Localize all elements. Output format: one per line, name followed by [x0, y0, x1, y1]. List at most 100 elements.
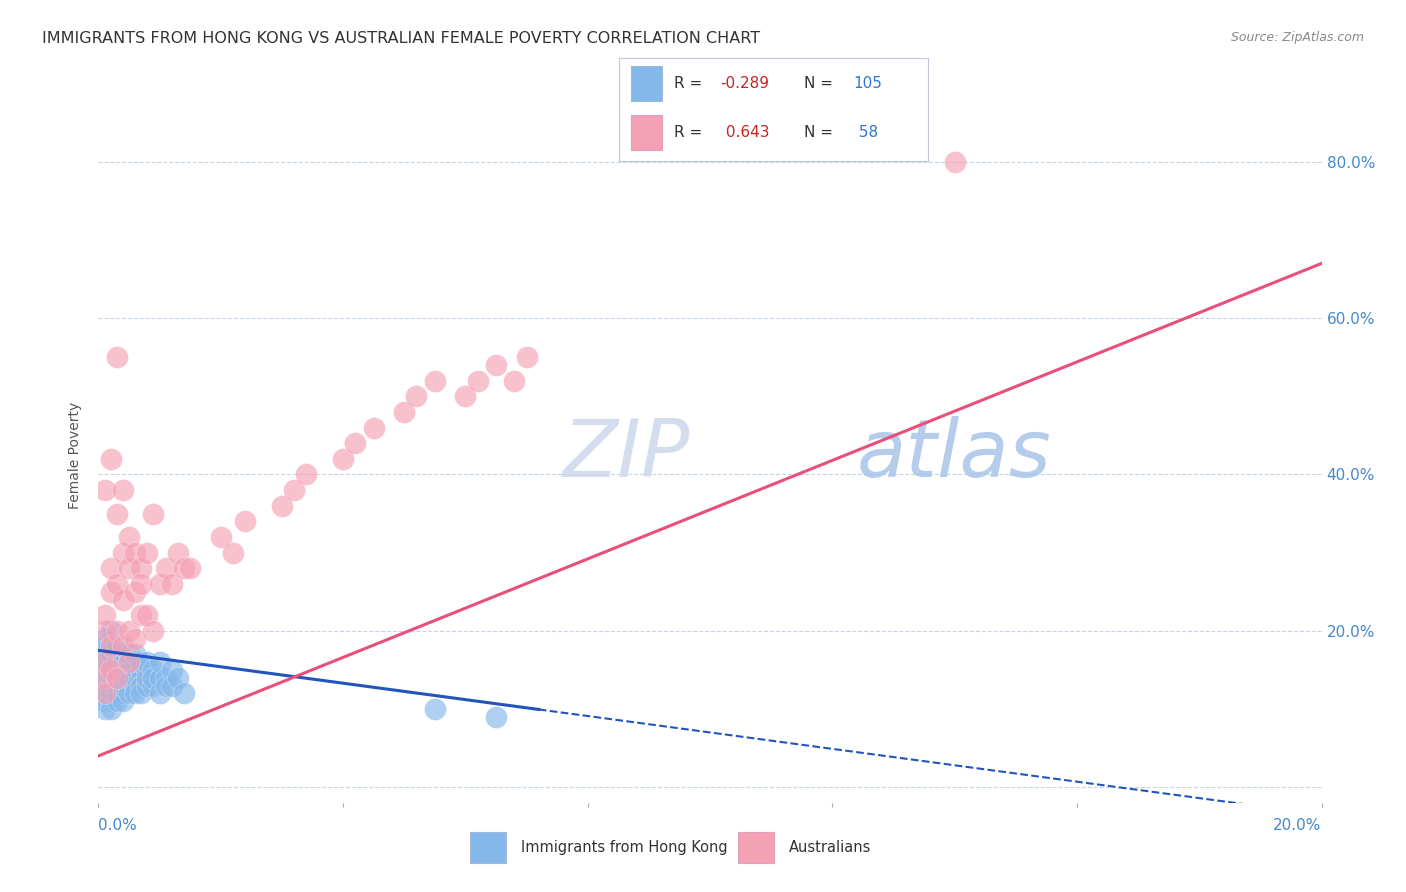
- Point: [129, 686, 152, 700]
- Point: [118, 686, 141, 700]
- Point: [363, 420, 385, 434]
- Point: [118, 655, 141, 669]
- Point: [111, 694, 134, 708]
- Text: atlas: atlas: [856, 416, 1052, 494]
- Point: [93, 655, 115, 669]
- Point: [270, 499, 292, 513]
- Point: [167, 546, 190, 560]
- Point: [295, 467, 318, 482]
- Point: [105, 577, 128, 591]
- Point: [105, 507, 128, 521]
- Point: [105, 686, 128, 700]
- Point: [118, 561, 141, 575]
- Point: [173, 686, 195, 700]
- Point: [118, 624, 141, 638]
- Point: [136, 608, 159, 623]
- Point: [105, 624, 128, 638]
- Text: 0.643: 0.643: [721, 126, 769, 140]
- Point: [118, 671, 141, 685]
- Point: [129, 608, 152, 623]
- Point: [93, 671, 115, 685]
- Point: [124, 584, 146, 599]
- Point: [129, 671, 152, 685]
- Point: [142, 624, 165, 638]
- Point: [283, 483, 305, 497]
- Point: [111, 671, 134, 685]
- Point: [124, 663, 146, 677]
- Point: [111, 647, 134, 661]
- Point: [485, 358, 508, 372]
- Point: [136, 671, 159, 685]
- Point: [100, 584, 122, 599]
- Point: [129, 655, 152, 669]
- Point: [943, 154, 966, 169]
- Point: [111, 592, 134, 607]
- Point: [111, 686, 134, 700]
- Point: [93, 671, 115, 685]
- Point: [93, 655, 115, 669]
- Point: [503, 374, 526, 388]
- Point: [93, 624, 115, 638]
- Point: [332, 451, 354, 466]
- Point: [100, 663, 122, 677]
- Point: [118, 679, 141, 693]
- Point: [136, 546, 159, 560]
- Point: [405, 389, 427, 403]
- Point: [93, 647, 115, 661]
- Point: [160, 577, 183, 591]
- Text: N =: N =: [804, 126, 838, 140]
- Text: 105: 105: [853, 76, 883, 91]
- Point: [423, 374, 446, 388]
- Point: [124, 647, 146, 661]
- Text: R =: R =: [675, 76, 707, 91]
- Text: 0.0%: 0.0%: [98, 818, 138, 832]
- Point: [136, 679, 159, 693]
- Point: [100, 671, 122, 685]
- Point: [100, 694, 122, 708]
- Point: [160, 679, 183, 693]
- Point: [124, 655, 146, 669]
- Point: [149, 577, 172, 591]
- Point: [160, 663, 183, 677]
- Point: [124, 671, 146, 685]
- Point: [149, 686, 172, 700]
- Point: [100, 451, 122, 466]
- Point: [129, 663, 152, 677]
- Point: [129, 679, 152, 693]
- Point: [179, 561, 201, 575]
- Point: [485, 710, 508, 724]
- Point: [129, 561, 152, 575]
- Point: [118, 663, 141, 677]
- Point: [105, 671, 128, 685]
- Point: [344, 436, 367, 450]
- Bar: [738, 831, 773, 863]
- Point: [105, 671, 128, 685]
- Point: [100, 663, 122, 677]
- Point: [105, 655, 128, 669]
- Point: [111, 679, 134, 693]
- Bar: [470, 831, 506, 863]
- Text: Australians: Australians: [789, 840, 872, 855]
- Point: [118, 655, 141, 669]
- Point: [155, 561, 177, 575]
- Point: [124, 546, 146, 560]
- Point: [100, 561, 122, 575]
- Point: [93, 686, 115, 700]
- Text: -0.289: -0.289: [721, 76, 769, 91]
- Point: [111, 640, 134, 654]
- Bar: [631, 66, 662, 101]
- Point: [124, 632, 146, 646]
- Point: [93, 663, 115, 677]
- Bar: [631, 115, 662, 150]
- Text: IMMIGRANTS FROM HONG KONG VS AUSTRALIAN FEMALE POVERTY CORRELATION CHART: IMMIGRANTS FROM HONG KONG VS AUSTRALIAN …: [42, 31, 761, 46]
- Point: [209, 530, 232, 544]
- Point: [105, 679, 128, 693]
- Point: [149, 655, 172, 669]
- Point: [93, 702, 115, 716]
- Point: [100, 655, 122, 669]
- Point: [467, 374, 489, 388]
- Point: [105, 640, 128, 654]
- Point: [100, 686, 122, 700]
- Point: [392, 405, 416, 419]
- Point: [105, 694, 128, 708]
